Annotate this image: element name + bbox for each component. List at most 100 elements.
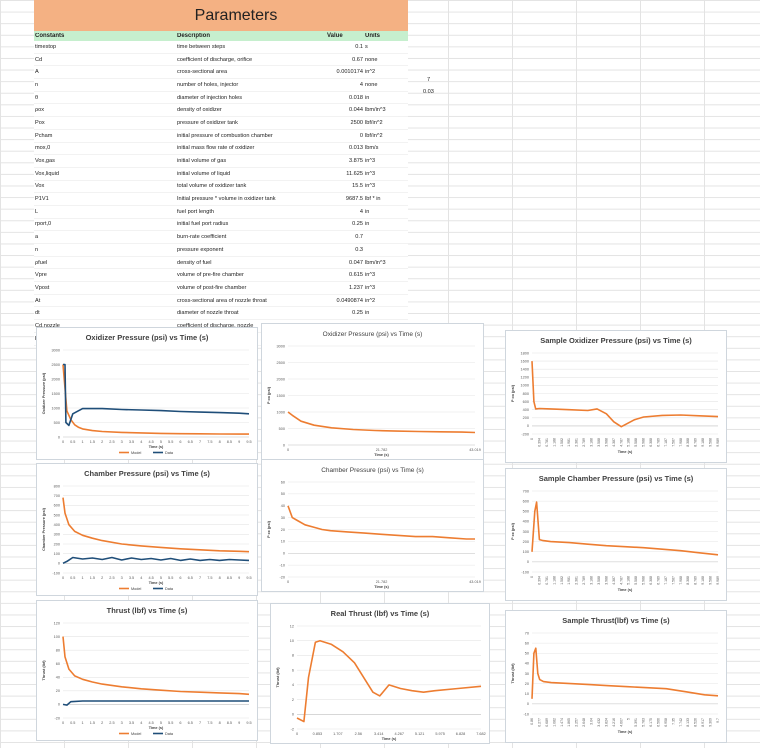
cell-constant[interactable]: Pcham xyxy=(35,132,53,139)
cell-constant[interactable]: Vox,liquid xyxy=(35,170,59,177)
chart-9[interactable]: Sample Thrust(lbf) vs Time (s) Thrust (lb… xyxy=(505,610,727,743)
cell-description[interactable]: volume of pre-fire chamber xyxy=(177,272,244,279)
table-row[interactable]: At cross-sectional area of nozzle throat 0… xyxy=(34,294,408,308)
cell-constant[interactable]: a xyxy=(35,234,39,241)
cell-constant[interactable]: timestop xyxy=(35,43,57,50)
cell-constant[interactable]: θ xyxy=(35,94,39,101)
cell-units[interactable]: in^3 xyxy=(365,183,376,190)
cell-units[interactable]: in xyxy=(365,310,370,317)
chart-4[interactable]: Chamber Pressure (psi) vs Time (s) Chambe… xyxy=(36,463,258,596)
cell-constant[interactable]: n xyxy=(35,246,39,253)
cell-description[interactable]: diameter of injection holes xyxy=(177,94,242,101)
table-row[interactable]: Vox total volume of oxidizer tank 15.5 in^3 xyxy=(34,180,408,194)
cell-constant[interactable]: Vox,gas xyxy=(35,158,55,165)
table-row[interactable]: P1V1 Initial pressure * volume in oxidize… xyxy=(34,193,408,206)
cell-value[interactable]: 9687.5 xyxy=(345,196,363,203)
table-row[interactable]: n pressure exponent 0.3 xyxy=(34,244,408,257)
cell-units[interactable]: lbf * in xyxy=(365,196,381,203)
extra-cell-1[interactable]: 7 xyxy=(427,77,431,83)
cell-description[interactable]: total volume of oxidizer tank xyxy=(177,183,247,190)
cell-units[interactable]: lbf/in^2 xyxy=(365,119,383,126)
cell-value[interactable]: 0.615 xyxy=(349,272,363,279)
chart-1[interactable]: Oxidizer Pressure (psi) vs Time (s) Oxidi… xyxy=(36,327,258,460)
cell-value[interactable]: 0.3 xyxy=(355,246,363,253)
cell-value[interactable]: 0.013 xyxy=(349,145,363,152)
cell-value[interactable]: 3.875 xyxy=(349,158,363,165)
cell-constant[interactable]: At xyxy=(35,297,41,304)
cell-units[interactable]: none xyxy=(365,81,378,88)
cell-description[interactable]: initial volume of liquid xyxy=(177,170,231,177)
cell-value[interactable]: 2500 xyxy=(350,119,363,126)
cell-constant[interactable]: n xyxy=(35,81,39,88)
chart-6[interactable]: Sample Chamber Pressure (psi) vs Time (s… xyxy=(505,468,727,601)
cell-constant[interactable]: A xyxy=(35,69,39,76)
table-row[interactable]: ρox density of oxidizer 0.044 lbm/in^3 xyxy=(34,104,408,118)
cell-description[interactable]: coefficient of discharge, nozzle xyxy=(177,322,254,329)
cell-value[interactable]: 0.7 xyxy=(355,234,363,241)
cell-value[interactable]: 0.0010174 xyxy=(336,69,363,76)
cell-constant[interactable]: dt xyxy=(35,310,40,317)
cell-value[interactable]: 0.1 xyxy=(355,43,363,50)
table-row[interactable]: Vpost volume of post-fire chamber 1.237 in^… xyxy=(34,282,408,295)
cell-units[interactable]: in xyxy=(365,208,370,215)
cell-constant[interactable]: Pox xyxy=(35,119,45,126)
cell-description[interactable]: Initial pressure * volume in oxidizer ta… xyxy=(177,196,276,203)
cell-value[interactable]: 0 xyxy=(359,132,363,139)
table-row[interactable]: Vox,liquid initial volume of liquid 11.625… xyxy=(34,167,408,181)
table-row[interactable]: rport,0 initial fuel port radius 0.25 in xyxy=(34,218,408,232)
cell-description[interactable]: initial fuel port radius xyxy=(177,221,229,228)
cell-constant[interactable]: Cd,nozzle xyxy=(35,322,60,329)
table-row[interactable]: a burn-rate coefficient 0.7 xyxy=(34,231,408,244)
table-row[interactable]: ρfuel density of fuel 0.047 lbm/in^3 xyxy=(34,256,408,270)
cell-units[interactable]: in^2 xyxy=(365,297,376,304)
cell-value[interactable]: 1.237 xyxy=(349,284,363,291)
cell-description[interactable]: fuel port length xyxy=(177,208,215,215)
cell-units[interactable]: s xyxy=(365,43,368,50)
chart-5[interactable]: Chamber Pressure (psi) vs Time (s) P cc (… xyxy=(261,459,484,592)
cell-value[interactable]: 0.67 xyxy=(352,56,363,63)
cell-constant[interactable]: P1V1 xyxy=(35,196,49,203)
table-row[interactable]: dt diameter of nozzle throat 0.25 in xyxy=(34,307,408,321)
cell-description[interactable]: diameter of nozzle throat xyxy=(177,310,239,317)
cell-description[interactable]: volume of post-fire chamber xyxy=(177,284,247,291)
cell-description[interactable]: initial volume of gas xyxy=(177,158,227,165)
cell-units[interactable]: in^3 xyxy=(365,272,376,279)
cell-units[interactable]: in^3 xyxy=(365,284,376,291)
cell-description[interactable]: initial pressure of combustion chamber xyxy=(177,132,273,139)
table-row[interactable]: mox,0 initial mass flow rate of oxidizer 0… xyxy=(34,142,408,156)
cell-description[interactable]: pressure exponent xyxy=(177,246,224,253)
cell-value[interactable]: 4 xyxy=(359,208,363,215)
cell-constant[interactable]: L xyxy=(35,208,39,215)
cell-description[interactable]: cross-sectional area of nozzle throat xyxy=(177,297,267,304)
cell-value[interactable]: 15.5 xyxy=(352,183,363,190)
cell-units[interactable]: lbf/in^2 xyxy=(365,132,383,139)
cell-value[interactable]: 0.047 xyxy=(349,259,363,266)
cell-value[interactable]: 0.0490874 xyxy=(336,297,363,304)
cell-value[interactable]: 0.044 xyxy=(349,107,363,114)
cell-units[interactable]: lbm/in^3 xyxy=(365,259,386,266)
cell-value[interactable]: 0.25 xyxy=(352,221,363,228)
chart-3[interactable]: Sample Oxidizer Pressure (psi) vs Time (… xyxy=(505,330,727,463)
table-row[interactable]: Vpre volume of pre-fire chamber 0.615 in^3 xyxy=(34,269,408,283)
table-row[interactable]: n number of holes, injector 4 none xyxy=(34,79,408,92)
cell-description[interactable]: time between steps xyxy=(177,43,226,50)
cell-units[interactable]: in xyxy=(365,94,370,101)
cell-description[interactable]: cross-sectional area xyxy=(177,69,228,76)
cell-description[interactable]: density of oxidizer xyxy=(177,107,222,114)
table-row[interactable]: Cd coefficient of discharge, orifice 0.67 n… xyxy=(34,53,408,67)
cell-units[interactable]: none xyxy=(365,56,378,63)
cell-constant[interactable]: ρox xyxy=(35,107,45,114)
cell-constant[interactable]: mox,0 xyxy=(35,145,51,152)
chart-8[interactable]: Real Thrust (lbf) vs Time (s) Thrust (lbf… xyxy=(270,603,490,744)
cell-constant[interactable]: Vpost xyxy=(35,284,50,291)
table-row[interactable]: θ diameter of injection holes 0.018 in xyxy=(34,91,408,105)
table-row[interactable]: Pcham initial pressure of combustion cham… xyxy=(34,129,408,143)
cell-units[interactable]: in^2 xyxy=(365,69,376,76)
cell-value[interactable]: 4 xyxy=(359,81,363,88)
cell-constant[interactable]: ρfuel xyxy=(35,259,48,266)
cell-constant[interactable]: rport,0 xyxy=(35,221,52,228)
table-row[interactable]: Pox pressure of oxidizer tank 2500 lbf/in^2 xyxy=(34,117,408,130)
cell-units[interactable]: in xyxy=(365,221,370,228)
